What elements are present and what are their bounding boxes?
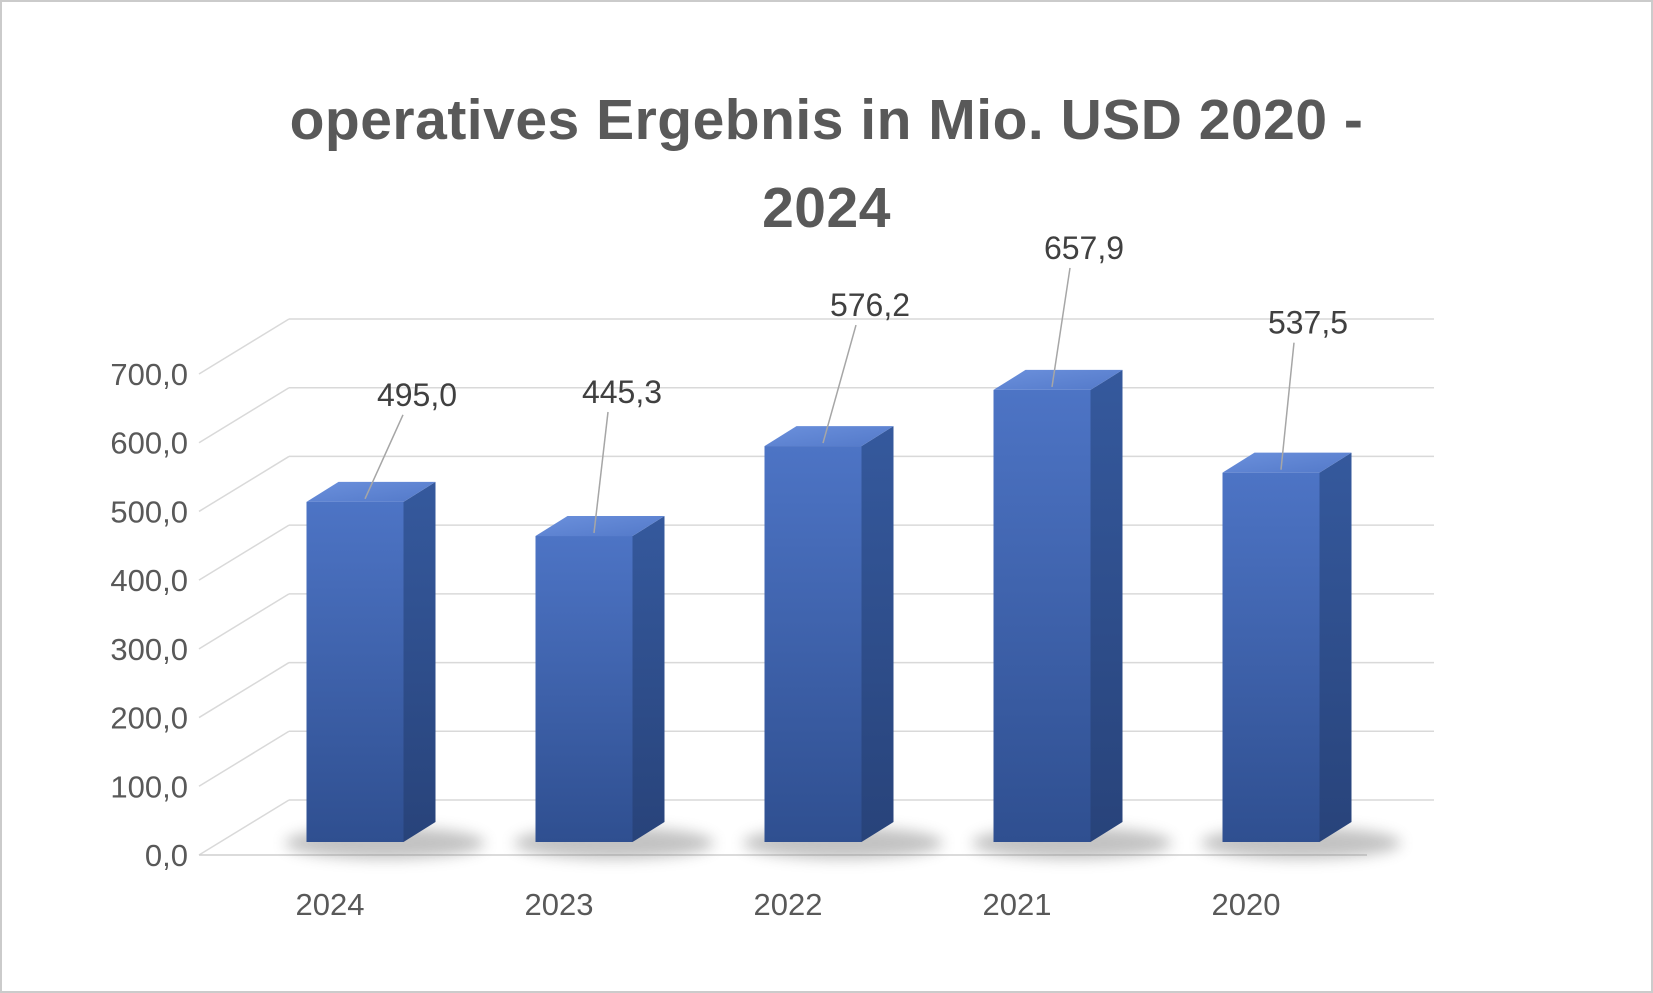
leader-line [1280, 342, 1295, 470]
bar-front-face [993, 389, 1091, 842]
chart-title: operatives Ergebnis in Mio. USD 2020 - 2… [42, 76, 1611, 252]
bar-2022 [764, 426, 894, 842]
gridline-wall [198, 661, 290, 719]
bar-value-label: 537,5 [1268, 305, 1348, 341]
bar-value-label: 576,2 [830, 287, 910, 323]
bar-2020 [1222, 452, 1352, 842]
bar-top-face [993, 369, 1123, 390]
leader-line [822, 324, 857, 444]
leader-line [593, 411, 609, 534]
gridline-wall [198, 318, 290, 375]
bar-top-face [535, 516, 665, 537]
leader-line [1051, 267, 1071, 388]
y-tick-label: 500,0 [110, 494, 188, 529]
bar-value-label: 445,3 [582, 374, 662, 410]
chart-title-line-1: operatives Ergebnis in Mio. USD 2020 - [289, 88, 1364, 152]
bar-side-face [861, 426, 894, 842]
bar-side-face [632, 516, 665, 842]
bar-front-face [1222, 472, 1320, 842]
bar-2021 [993, 369, 1123, 842]
y-tick-label: 700,0 [110, 357, 188, 392]
bar-side-face [403, 481, 436, 842]
y-tick-label: 0,0 [145, 838, 188, 873]
chart-title-line-2: 2024 [762, 176, 891, 240]
x-category-label: 2021 [983, 887, 1052, 922]
y-tick-label: 400,0 [110, 563, 188, 598]
gridline-wall [198, 730, 290, 787]
bar-front-face [764, 446, 862, 842]
bar-side-face [1090, 369, 1123, 842]
y-tick-label: 200,0 [110, 701, 188, 736]
bar-top-face [764, 426, 894, 447]
gridline-wall [198, 387, 290, 444]
gridline-wall [198, 799, 290, 856]
bar-2023 [535, 516, 665, 842]
y-tick-label: 100,0 [110, 769, 188, 804]
bar-value-label: 657,9 [1044, 230, 1124, 266]
bar-top-face [306, 481, 436, 502]
gridline-wall [198, 524, 290, 581]
x-category-label: 2024 [296, 887, 365, 922]
bar-front-face [306, 501, 404, 842]
x-category-label: 2020 [1212, 887, 1281, 922]
y-tick-label: 600,0 [110, 426, 188, 461]
gridline-wall [198, 593, 290, 650]
y-tick-label: 300,0 [110, 632, 188, 667]
bar-front-face [535, 536, 633, 842]
bar-2024 [306, 481, 436, 842]
leader-line [364, 414, 404, 500]
x-category-label: 2023 [525, 887, 594, 922]
bar-value-label: 495,0 [377, 377, 457, 413]
bar-side-face [1319, 452, 1352, 842]
x-category-label: 2022 [754, 887, 823, 922]
gridline-wall [198, 455, 290, 513]
bar-top-face [1222, 452, 1352, 473]
